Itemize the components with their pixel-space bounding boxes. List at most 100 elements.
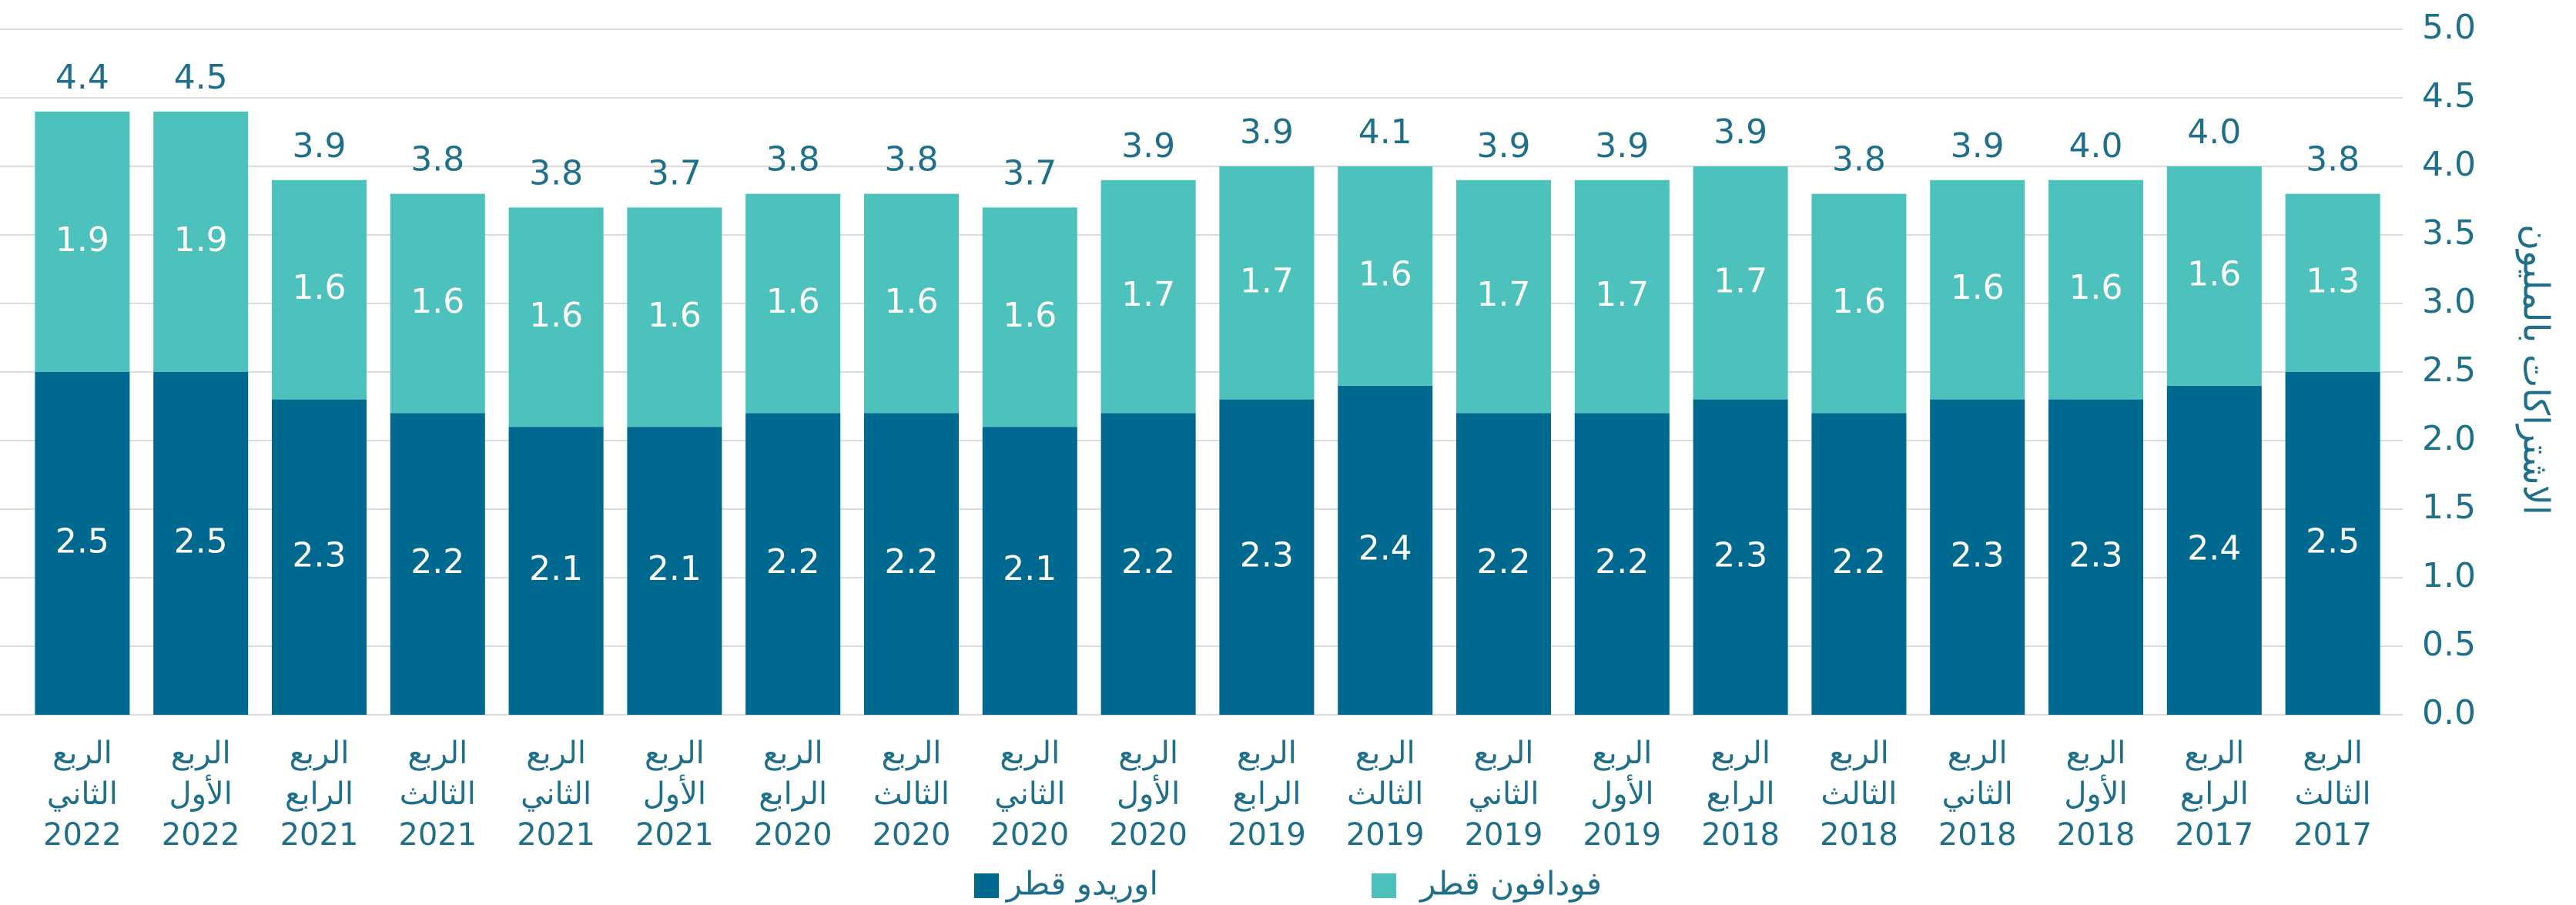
segment-label: 2.2: [885, 542, 939, 582]
total-label: 3.8: [766, 140, 820, 179]
bar-segment: [2166, 385, 2262, 715]
segment-label: 2.5: [2306, 522, 2360, 561]
bar-segment: [2048, 179, 2144, 400]
total-label: 3.9: [1595, 126, 1649, 166]
y-tick-label: 1.0: [2422, 556, 2476, 595]
segment-label: 2.5: [55, 522, 109, 561]
bar-segment: [271, 179, 367, 400]
total-label: 4.5: [174, 58, 228, 97]
segment-label: 2.4: [1358, 528, 1412, 568]
bar-segment: [1455, 179, 1552, 414]
bar-segment: [982, 427, 1077, 715]
segment-label: 1.6: [648, 296, 702, 335]
x-tick-label: الربع الثاني 2019: [1465, 736, 1543, 853]
x-tick-label: الربع الأول 2022: [162, 736, 240, 853]
total-label: 3.8: [1832, 140, 1886, 179]
legend-label: اوريدو قطر: [1005, 865, 1158, 903]
y-tick-label: 4.0: [2422, 145, 2476, 184]
bar-segment: [1811, 413, 1907, 715]
x-tick-label: الربع الرابع 2017: [2175, 736, 2253, 853]
x-tick-label: الربع الأول 2018: [2057, 736, 2136, 853]
segment-label: 1.6: [293, 268, 347, 307]
y-axis-label: الاشتراكات بالمليون: [2515, 224, 2558, 515]
y-tick-label: 4.5: [2422, 76, 2476, 116]
legend-swatch: [974, 873, 999, 898]
bar-segment: [508, 207, 604, 427]
bar-segment: [1338, 166, 1433, 386]
x-tick-label: الربع الرابع 2021: [280, 736, 359, 853]
total-label: 3.8: [885, 140, 939, 179]
y-tick-label: 5.0: [2422, 8, 2476, 47]
bar-segment: [627, 207, 722, 427]
total-label: 4.4: [55, 58, 109, 97]
x-tick-label: الربع الثاني 2022: [43, 736, 122, 853]
x-tick-label: الربع الرابع 2019: [1228, 736, 1306, 853]
bar-segment: [2285, 193, 2380, 372]
total-label: 3.9: [1951, 126, 2005, 166]
legend-label: فودافون قطر: [1419, 865, 1602, 903]
total-label: 4.0: [2069, 126, 2123, 166]
segment-label: 2.2: [766, 542, 820, 582]
x-tick-label: الربع الثالث 2018: [1820, 736, 1898, 853]
bar-segment: [153, 372, 249, 715]
segment-label: 2.3: [1240, 535, 1294, 575]
bar-segment: [271, 399, 367, 715]
segment-label: 2.2: [1595, 542, 1649, 582]
bar-segment: [982, 207, 1077, 427]
total-label: 3.9: [1121, 126, 1175, 166]
bar-segment: [1693, 166, 1788, 400]
bar-segment: [863, 413, 960, 715]
bar-segment: [1930, 179, 2025, 400]
bar-segment: [1693, 399, 1788, 715]
x-tick-label: الربع الثاني 2018: [1938, 736, 2017, 853]
segment-label: 1.6: [2187, 254, 2241, 293]
bar-segment: [1455, 413, 1552, 715]
segment-label: 2.2: [1832, 542, 1886, 582]
y-tick-label: 2.5: [2422, 350, 2476, 390]
segment-label: 2.1: [648, 549, 702, 588]
total-label: 3.9: [293, 126, 347, 166]
segment-label: 2.3: [1951, 535, 2005, 575]
y-tick-label: 0.5: [2422, 625, 2476, 664]
segment-label: 1.6: [529, 296, 583, 335]
total-label: 3.9: [1240, 112, 1294, 152]
x-tick-label: الربع الأول 2021: [635, 736, 714, 853]
bar-segment: [2048, 399, 2144, 715]
x-tick-label: الربع الثالث 2017: [2293, 736, 2372, 853]
segment-label: 2.2: [1121, 542, 1175, 582]
x-tick-label: الربع الثاني 2020: [990, 736, 1069, 853]
segment-label: 2.3: [1713, 535, 1767, 575]
bar-segment: [745, 193, 841, 414]
total-label: 3.8: [2306, 140, 2360, 179]
bar-segment: [508, 427, 604, 715]
bar-segment: [153, 111, 249, 373]
bar-segment: [1930, 399, 2025, 715]
total-label: 3.9: [1713, 112, 1767, 152]
segment-label: 1.6: [2069, 268, 2123, 307]
segment-label: 1.9: [55, 220, 109, 260]
x-tick-label: الربع الرابع 2018: [1701, 736, 1780, 853]
total-label: 3.7: [1003, 153, 1057, 193]
segment-label: 2.2: [410, 542, 464, 582]
segment-label: 1.6: [1358, 254, 1412, 293]
y-tick-label: 1.5: [2422, 488, 2476, 527]
segment-label: 1.6: [1951, 268, 2005, 307]
total-label: 4.0: [2187, 112, 2241, 152]
x-tick-label: الربع الثاني 2021: [517, 736, 595, 853]
bar-segment: [1100, 179, 1196, 414]
x-tick-label: الربع الأول 2019: [1583, 736, 1661, 853]
segment-label: 1.6: [410, 282, 464, 321]
segment-label: 2.3: [2069, 535, 2123, 575]
bar-segment: [863, 193, 960, 414]
bar-segment: [1574, 179, 1670, 414]
segment-label: 2.5: [174, 522, 228, 561]
bar-segment: [390, 193, 485, 414]
bar-segment: [745, 413, 841, 715]
x-tick-label: الربع الأول 2020: [1109, 736, 1188, 853]
segment-label: 1.6: [766, 282, 820, 321]
bar-segment: [1100, 413, 1196, 715]
total-label: 4.1: [1358, 112, 1412, 152]
total-label: 3.8: [410, 140, 464, 179]
